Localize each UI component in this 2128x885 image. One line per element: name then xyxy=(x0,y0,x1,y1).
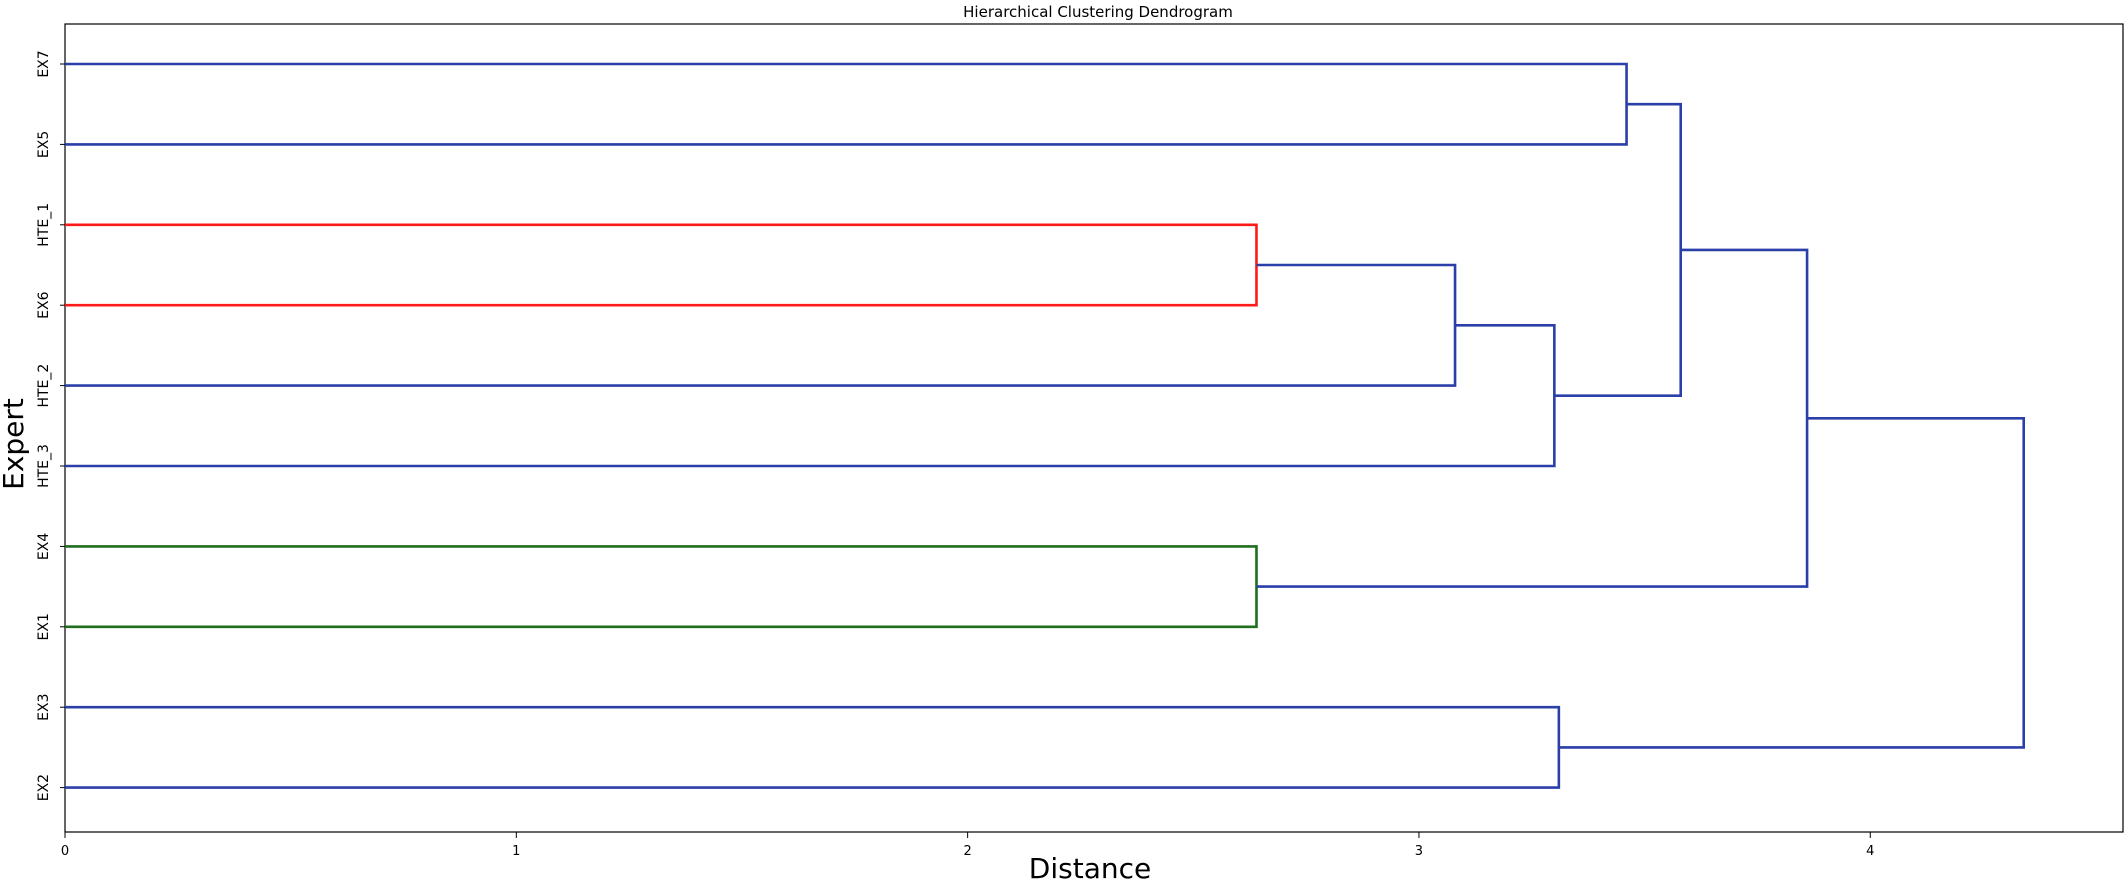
x-tick-label: 4 xyxy=(1866,844,1874,859)
leaf-label: EX6 xyxy=(36,291,52,318)
leaf-label: EX1 xyxy=(36,613,52,640)
leaf-label: EX2 xyxy=(36,774,52,801)
dendrogram-link xyxy=(1256,248,1809,588)
x-tick-label: 1 xyxy=(512,844,520,859)
x-axis-label: Distance xyxy=(1029,852,1151,885)
leaf-label: HTE_3 xyxy=(36,444,52,488)
dendrogram-links xyxy=(65,62,2026,789)
dendrogram-link xyxy=(1554,102,1683,397)
x-tick-label: 0 xyxy=(61,844,69,859)
leaf-label: EX3 xyxy=(36,694,52,721)
plot-frame xyxy=(64,23,2124,833)
dendrogram-link xyxy=(1558,416,2026,749)
x-tick-label: 3 xyxy=(1415,844,1423,859)
dendrogram-link xyxy=(65,545,1258,629)
x-axis-ticks: 0 1 2 3 4 xyxy=(61,832,1874,859)
chart-title: Hierarchical Clustering Dendrogram xyxy=(963,3,1233,21)
dendrogram-link xyxy=(65,62,1628,146)
leaf-label: HTE_1 xyxy=(36,203,52,247)
leaf-label: EX5 xyxy=(36,131,52,158)
dendrogram-link xyxy=(65,705,1561,789)
dendrogram-link xyxy=(65,324,1556,468)
leaf-labels: EX7 EX5 HTE_1 EX6 HTE_2 HTE_3 EX4 EX1 EX3 EX2 xyxy=(36,50,65,801)
dendrogram-link xyxy=(65,223,1258,307)
y-axis-label: Expert xyxy=(0,398,30,490)
leaf-label: EX7 xyxy=(36,50,52,77)
leaf-label: HTE_2 xyxy=(36,364,52,408)
leaf-label: EX4 xyxy=(36,533,52,560)
x-tick-label: 2 xyxy=(963,844,971,859)
dendrogram-link xyxy=(65,263,1457,387)
